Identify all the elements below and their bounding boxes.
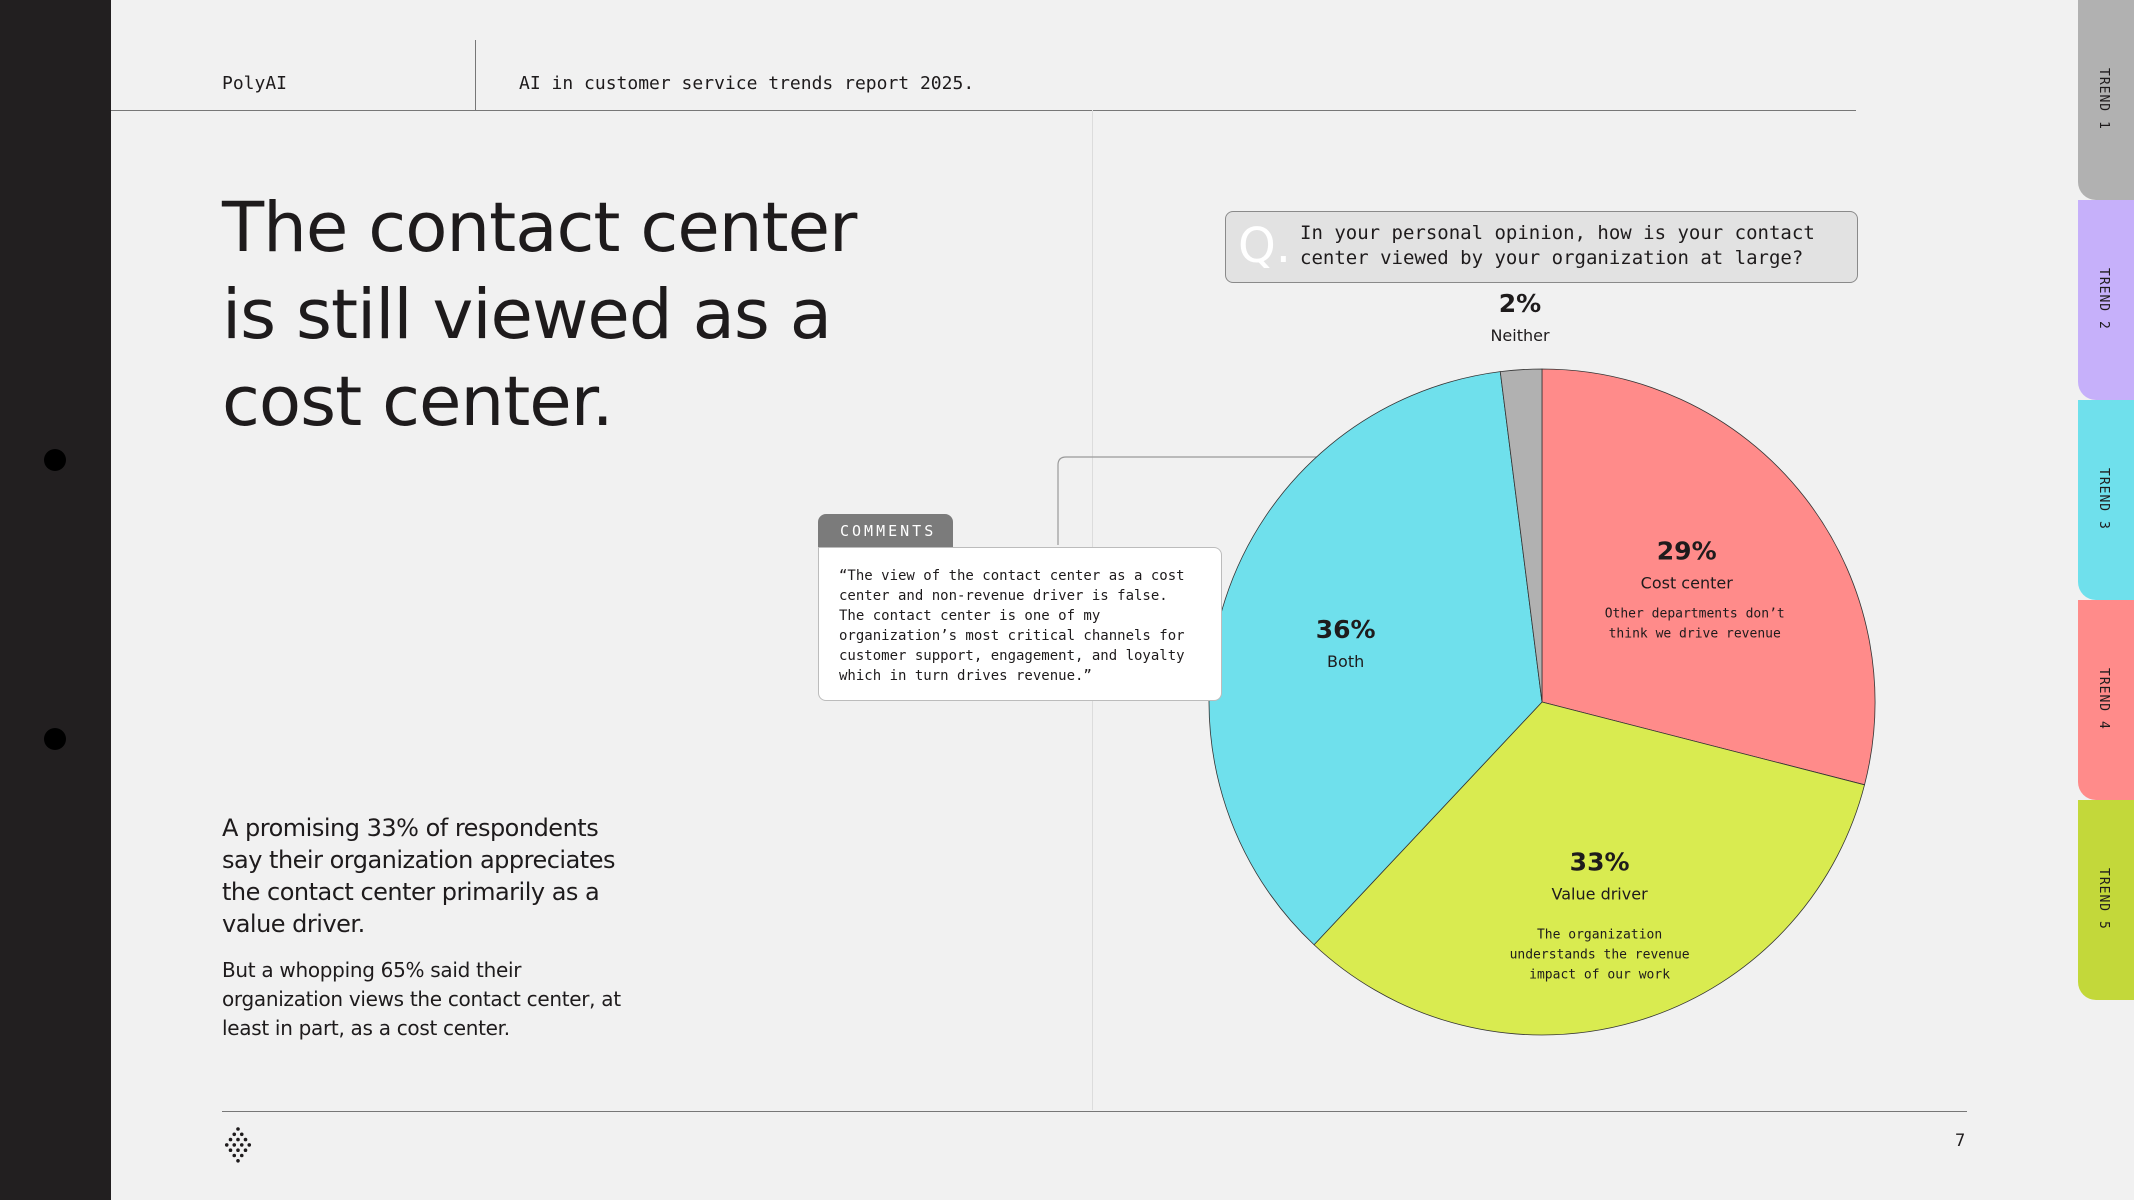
logo-dot: [239, 1143, 244, 1147]
logo-dot: [239, 1153, 244, 1158]
tab-trend-3[interactable]: TREND 3: [2078, 400, 2134, 600]
tab-label: TREND 1: [2096, 68, 2111, 130]
question-mark-icon: Q.: [1238, 218, 1292, 274]
slice-description: impact of our work: [1529, 967, 1670, 982]
tab-trend-5[interactable]: TREND 5: [2078, 800, 2134, 1000]
logo-dot: [236, 1127, 240, 1131]
tab-trend-1[interactable]: TREND 1: [2078, 0, 2134, 200]
headline-line: is still viewed as a: [222, 275, 832, 355]
tab-label: TREND 5: [2096, 868, 2111, 930]
comments-quote: “The view of the contact center as a cos…: [818, 547, 1222, 701]
tab-trend-2[interactable]: TREND 2: [2078, 200, 2134, 400]
logo-dot: [228, 1137, 233, 1142]
tab-label: TREND 2: [2096, 268, 2111, 330]
pie-slice-value-driver: [1313, 701, 1866, 1036]
report-title: AI in customer service trends report 202…: [519, 73, 975, 94]
page-number: 7: [1955, 1131, 1966, 1151]
comments-label: COMMENTS: [818, 514, 953, 548]
footer-divider: [222, 1111, 1967, 1112]
logo-dot: [239, 1132, 244, 1137]
logo-dot: [236, 1148, 240, 1152]
binder-hole: [44, 449, 66, 471]
header-divider: [111, 110, 1856, 111]
slice-name-label: Neither: [1490, 326, 1550, 345]
slice-percent-label: 36%: [1316, 615, 1376, 644]
logo-dot: [228, 1148, 233, 1152]
body-primary: A promising 33% of respondents say their…: [222, 814, 615, 938]
logo-dot: [224, 1143, 229, 1147]
binder-hole: [44, 728, 66, 750]
slice-description: The organization: [1537, 927, 1662, 942]
slice-percent-label: 29%: [1657, 537, 1717, 566]
pie-slice-neither: [1499, 368, 1543, 703]
slice-name-label: Both: [1327, 652, 1364, 671]
body-secondary: But a whopping 65% said their organizati…: [222, 958, 621, 1040]
page-headline: The contact center is still viewed as a …: [222, 185, 922, 446]
logo-dot: [236, 1159, 240, 1163]
slice-name-label: Value driver: [1552, 884, 1649, 903]
tab-label: TREND 4: [2096, 668, 2111, 730]
slice-name-label: Cost center: [1641, 574, 1734, 593]
tab-label: TREND 3: [2096, 468, 2111, 530]
header-vertical-divider: [475, 40, 476, 110]
slice-percent-label: 2%: [1499, 289, 1541, 318]
slice-percent-label: 33%: [1570, 847, 1630, 876]
logo-dot: [236, 1137, 240, 1142]
logo-dot: [247, 1143, 252, 1147]
headline-line: The contact center: [222, 188, 857, 268]
pie-slice-both: [1208, 371, 1543, 946]
pie-slice-cost-center: [1541, 368, 1876, 786]
logo-dot: [243, 1148, 248, 1152]
pie-chart: 29% Cost center Other departments don’t thi…: [1057, 289, 1876, 1036]
headline-line: cost center.: [222, 362, 614, 442]
tab-trend-4[interactable]: TREND 4: [2078, 600, 2134, 800]
slice-description: think we drive revenue: [1609, 627, 1781, 642]
slice-description: Other departments don’t: [1605, 607, 1785, 622]
polyai-logo-icon: [224, 1127, 252, 1163]
logo-dot: [232, 1132, 237, 1137]
binder-strip: [0, 0, 111, 1200]
slice-description: understands the revenue: [1510, 947, 1690, 962]
logo-dot: [243, 1137, 248, 1142]
brand-name: PolyAI: [222, 73, 288, 94]
logo-dot: [232, 1153, 237, 1158]
question-box: Q. In your personal opinion, how is your…: [1225, 211, 1858, 283]
comment-leader-line: [1057, 456, 1530, 545]
logo-dot: [232, 1143, 237, 1147]
question-text: In your personal opinion, how is your co…: [1300, 222, 1815, 269]
